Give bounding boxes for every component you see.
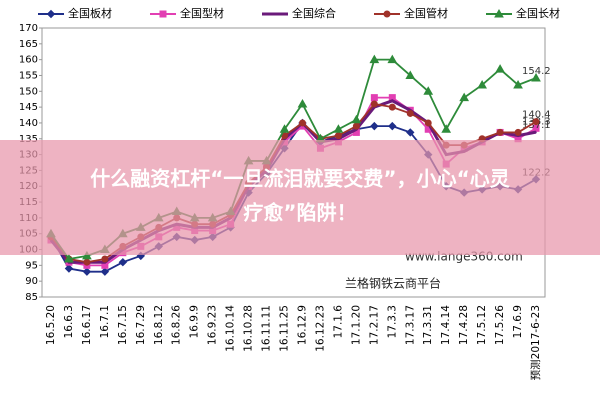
marker — [159, 10, 167, 18]
marker — [370, 94, 378, 102]
x-tick-label: 16.11.25 — [279, 305, 291, 352]
marker — [297, 98, 308, 108]
x-tick-label: 17.1.20 — [350, 305, 362, 345]
marker — [513, 79, 523, 89]
x-tick-label: 17.1.6 — [332, 305, 344, 339]
marker — [424, 119, 432, 127]
marker — [351, 114, 362, 124]
marker — [441, 124, 452, 133]
marker — [532, 118, 540, 126]
x-tick-label: 16.6.3 — [63, 305, 75, 338]
legend-label: 全国综合 — [292, 6, 336, 20]
marker — [494, 8, 504, 18]
legend-label: 全国板材 — [68, 6, 112, 20]
data-label: 154.2 — [522, 66, 551, 77]
marker — [387, 54, 398, 64]
marker — [64, 254, 74, 263]
marker — [298, 119, 306, 127]
marker — [82, 250, 92, 260]
x-tick-label: 预测2017-6-23 — [529, 305, 542, 380]
x-tick-label: 17.4.28 — [458, 305, 470, 345]
marker — [100, 267, 110, 276]
legend-marker — [159, 10, 167, 18]
x-tick-label: 17.6.9 — [512, 305, 524, 338]
x-tick-label: 17.3.17 — [404, 305, 416, 345]
x-tick-label: 16.12.23 — [314, 305, 326, 352]
data-label: 140.4 — [522, 110, 551, 121]
x-tick-label: 16.5.20 — [45, 305, 57, 345]
marker — [279, 124, 290, 133]
legend-marker — [383, 10, 391, 18]
marker — [370, 121, 379, 131]
x-tick-label: 17.2.17 — [368, 305, 380, 345]
y-tick-label: 95 — [25, 260, 38, 271]
marker — [370, 100, 378, 108]
legend-marker — [46, 9, 56, 19]
marker — [535, 131, 537, 133]
marker — [46, 9, 56, 19]
x-tick-label: 17.5.12 — [476, 305, 488, 345]
legend-marker — [494, 8, 504, 18]
marker — [388, 121, 397, 131]
source: 兰格钢铁云商平台 — [345, 276, 441, 291]
marker — [495, 64, 505, 73]
x-tick-label: 16.6.17 — [81, 305, 93, 345]
x-tick-label: 16.10.28 — [243, 305, 255, 352]
marker — [388, 103, 396, 111]
marker — [423, 86, 434, 95]
marker — [477, 79, 487, 89]
x-tick-label: 16.12.9 — [296, 305, 308, 345]
y-tick-label: 165 — [19, 39, 38, 50]
x-tick-label: 16.8.26 — [171, 305, 183, 345]
marker — [101, 255, 109, 263]
marker — [369, 54, 380, 64]
marker — [496, 128, 504, 136]
y-tick-label: 160 — [19, 55, 38, 66]
x-tick-label: 17.3.31 — [422, 305, 434, 345]
marker — [383, 10, 391, 18]
legend-label: 全国长材 — [516, 6, 560, 20]
marker — [64, 264, 74, 273]
marker — [83, 258, 91, 266]
marker — [352, 122, 360, 130]
marker — [391, 99, 394, 102]
x-tick-label: 16.11.11 — [261, 305, 273, 352]
x-tick-label: 16.7.1 — [99, 305, 111, 338]
data-label: 137.1 — [522, 120, 551, 131]
y-tick-label: 155 — [19, 70, 38, 81]
marker — [405, 70, 416, 79]
y-tick-label: 170 — [19, 23, 38, 34]
y-tick-label: 145 — [19, 102, 38, 113]
marker — [333, 124, 344, 133]
y-tick-label: 140 — [19, 118, 38, 129]
y-tick-label: 85 — [25, 292, 38, 303]
y-tick-label: 135 — [19, 134, 38, 145]
legend-label: 全国管材 — [404, 6, 448, 20]
marker — [406, 128, 415, 137]
x-tick-label: 16.10.14 — [225, 305, 237, 352]
banner — [0, 140, 600, 255]
marker — [118, 257, 128, 267]
marker — [531, 72, 541, 82]
marker — [406, 109, 414, 117]
x-tick-label: 17.4.14 — [440, 305, 452, 345]
banner-text: 什么融资杠杆“一旦流泪就要交费”，小心“心灵 — [90, 167, 510, 191]
x-tick-label: 16.7.15 — [117, 305, 129, 345]
marker — [334, 132, 342, 140]
marker — [459, 92, 470, 102]
x-tick-label: 17.3.3 — [386, 305, 398, 338]
y-tick-label: 150 — [19, 86, 38, 97]
x-tick-label: 17.5.26 — [494, 305, 506, 345]
x-tick-label: 16.9.23 — [207, 305, 219, 345]
banner-text: 疗愈”陷阱！ — [243, 201, 356, 225]
x-tick-label: 16.7.29 — [135, 305, 147, 345]
y-tick-label: 90 — [25, 276, 38, 287]
x-tick-label: 16.8.12 — [153, 305, 165, 345]
marker — [82, 267, 92, 276]
x-tick-label: 16.9.9 — [189, 305, 201, 338]
legend-label: 全国型材 — [180, 6, 224, 20]
marker — [514, 128, 522, 136]
